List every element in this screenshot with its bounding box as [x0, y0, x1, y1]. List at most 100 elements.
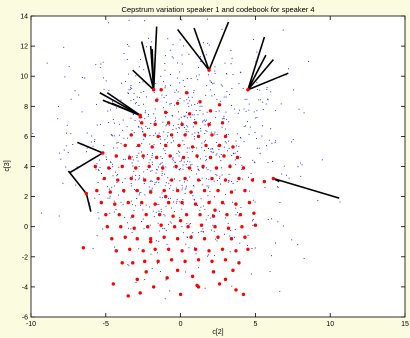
- speaker1-point: [279, 201, 281, 203]
- speaker1-point: [169, 49, 171, 51]
- speaker1-point: [161, 158, 163, 159]
- speaker1-point: [172, 157, 174, 159]
- speaker1-point: [141, 151, 142, 153]
- speaker1-point: [183, 100, 185, 102]
- speaker1-point: [202, 113, 204, 115]
- speaker1-point: [194, 132, 196, 134]
- speaker1-point: [186, 111, 187, 113]
- speaker1-point: [94, 140, 95, 142]
- speaker1-point: [235, 214, 237, 216]
- codebook-point: [262, 179, 267, 184]
- speaker1-point: [191, 96, 193, 98]
- speaker1-point: [277, 186, 279, 188]
- speaker1-point: [127, 137, 129, 139]
- codebook-point: [177, 143, 181, 148]
- speaker1-point: [234, 228, 236, 230]
- speaker1-point: [176, 187, 178, 189]
- speaker1-point: [131, 232, 133, 233]
- speaker1-point: [214, 131, 216, 133]
- y-tick-label: 6: [24, 134, 28, 141]
- speaker1-point: [288, 177, 290, 179]
- speaker1-point: [172, 166, 174, 168]
- speaker1-point: [158, 210, 160, 212]
- speaker1-point: [201, 177, 203, 179]
- speaker1-point: [256, 110, 258, 112]
- speaker1-point: [235, 164, 237, 166]
- speaker1-point: [252, 225, 254, 227]
- speaker1-point: [161, 170, 163, 172]
- speaker1-point: [187, 237, 189, 238]
- speaker1-point: [130, 217, 132, 219]
- codebook-point: [163, 194, 168, 199]
- speaker1-point: [197, 232, 199, 234]
- codebook-point: [241, 292, 246, 297]
- speaker1-point: [185, 185, 187, 187]
- speaker1-point: [267, 99, 269, 101]
- speaker1-point: [195, 253, 197, 255]
- speaker1-point: [224, 203, 226, 205]
- speaker1-point: [133, 210, 135, 212]
- codebook-point: [156, 259, 160, 264]
- speaker1-point: [247, 234, 249, 236]
- speaker1-point: [250, 273, 252, 275]
- speaker1-point: [170, 102, 172, 104]
- speaker1-point: [156, 252, 158, 254]
- speaker1-point: [202, 228, 204, 230]
- codebook-point: [253, 223, 258, 227]
- codebook-point: [228, 164, 232, 169]
- speaker1-point: [86, 147, 88, 149]
- speaker1-point: [159, 135, 161, 137]
- speaker1-point: [130, 228, 132, 230]
- speaker1-point: [204, 140, 206, 142]
- speaker1-point: [163, 214, 165, 216]
- speaker1-point: [181, 19, 183, 21]
- speaker1-point: [197, 166, 199, 168]
- speaker1-point: [204, 141, 206, 143]
- speaker1-point: [134, 205, 136, 207]
- speaker1-point: [203, 149, 205, 151]
- speaker1-point: [133, 170, 135, 172]
- speaker1-point: [176, 89, 177, 91]
- codebook-point: [189, 235, 193, 239]
- speaker1-point: [264, 186, 266, 188]
- speaker1-cloud: [32, 18, 341, 300]
- codebook-point: [183, 176, 187, 181]
- speaker1-point: [132, 165, 134, 167]
- speaker1-point: [339, 201, 341, 203]
- speaker1-point: [170, 197, 171, 199]
- speaker1-point: [317, 199, 319, 201]
- codebook-point: [162, 235, 166, 239]
- speaker1-point: [129, 88, 131, 90]
- speaker1-point: [97, 212, 99, 214]
- speaker1-point: [102, 228, 104, 230]
- speaker1-point: [259, 89, 261, 91]
- speaker1-point: [223, 117, 225, 119]
- speaker1-point: [236, 133, 238, 135]
- codebook-segment: [99, 92, 141, 117]
- codebook-point: [180, 122, 184, 127]
- speaker1-point: [131, 175, 133, 177]
- speaker1-point: [208, 148, 209, 149]
- codebook-point: [229, 190, 234, 194]
- speaker1-point: [146, 96, 148, 98]
- speaker1-point: [156, 168, 158, 170]
- speaker1-point: [60, 158, 62, 160]
- speaker1-point: [243, 126, 245, 127]
- speaker1-point: [256, 89, 258, 90]
- speaker1-point: [117, 174, 119, 175]
- speaker1-point: [200, 130, 202, 132]
- speaker1-point: [131, 162, 133, 164]
- speaker1-point: [223, 115, 225, 117]
- speaker1-point: [217, 145, 219, 147]
- speaker1-point: [164, 87, 166, 89]
- speaker1-point: [113, 135, 115, 137]
- codebook-point: [189, 190, 193, 194]
- speaker1-point: [151, 41, 153, 43]
- codebook-point: [172, 225, 177, 229]
- speaker1-point: [228, 147, 230, 149]
- speaker1-point: [133, 92, 135, 94]
- speaker1-point: [221, 28, 223, 30]
- speaker1-point: [251, 220, 253, 222]
- speaker1-point: [232, 152, 234, 154]
- speaker1-point: [201, 105, 203, 107]
